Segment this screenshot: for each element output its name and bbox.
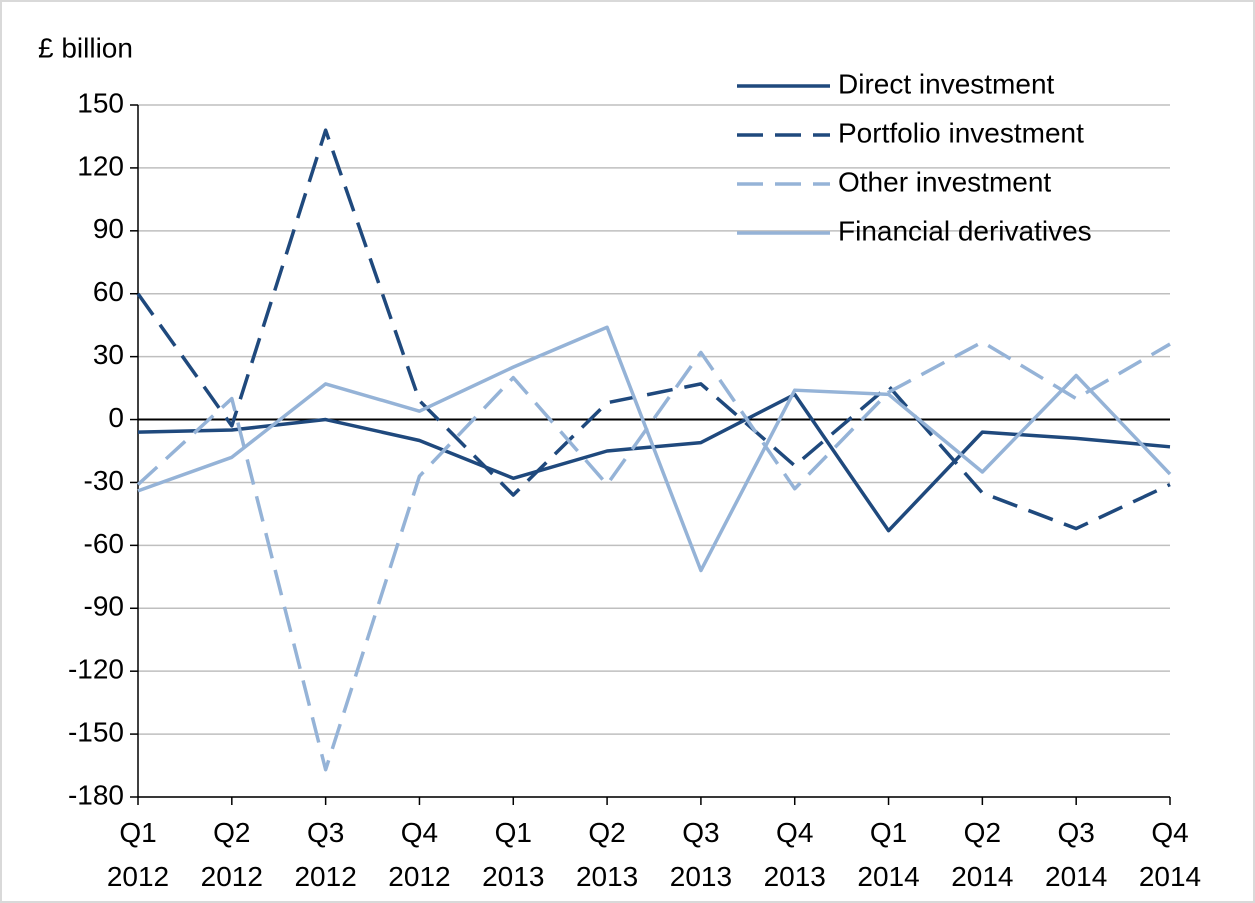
y-tick-label: -120 [68,654,124,685]
x-tick-label-line: Q4 [776,817,813,848]
x-tick-label-line: Q3 [682,817,719,848]
y-tick-label: 30 [93,339,124,370]
x-tick-label-line: 2013 [482,861,544,892]
x-tick-label-line: Q1 [495,817,532,848]
y-tick-label: 90 [93,213,124,244]
x-tick-label: Q3 2014 [1045,817,1107,892]
series-line [136,128,1171,531]
x-tick-label-line: Q3 [307,817,344,848]
x-tick-label-line: Q3 [1058,817,1095,848]
x-tick-label: Q4 2013 [764,817,826,892]
x-tick-label-line: 2012 [294,861,356,892]
series-line [137,325,1172,573]
x-tick-label-line: 2013 [670,861,732,892]
y-tick-label: -30 [84,465,124,496]
x-tick-label-line: Q2 [964,817,1001,848]
x-tick-label: Q4 2014 [1139,817,1201,892]
x-tick-label-line: Q1 [119,817,156,848]
x-tick-label-line: Q4 [401,817,438,848]
x-tick-label: Q4 2012 [388,817,450,892]
x-tick-label-line: Q4 [1151,817,1188,848]
y-tick-label: 120 [77,150,124,181]
x-tick-label: Q1 2012 [107,817,169,892]
x-tick-label-line: 2013 [576,861,638,892]
x-tick-label-line: Q2 [588,817,625,848]
x-tick-label: Q1 2014 [857,817,919,892]
y-tick-label: 150 [77,87,124,118]
x-tick-label: Q1 2013 [482,817,544,892]
x-tick-label-line: 2012 [201,861,263,892]
x-tick-label: Q2 2012 [201,817,263,892]
x-tick-label-line: 2014 [1139,861,1201,892]
legend-label: Portfolio investment [838,117,1084,148]
x-tick-label-line: Q1 [870,817,907,848]
legend-label: Financial derivatives [838,215,1092,246]
series-line [136,340,1171,772]
x-tick-label-line: 2014 [857,861,919,892]
x-tick-label-line: 2013 [764,861,826,892]
x-tick-label-line: Q2 [213,817,250,848]
y-tick-label: -90 [84,591,124,622]
x-tick-label-line: 2014 [951,861,1013,892]
x-tick-label-line: 2014 [1045,861,1107,892]
x-tick-label-line: 2012 [107,861,169,892]
x-tick-label: Q3 2012 [294,817,356,892]
y-tick-label: 60 [93,276,124,307]
y-tick-label: -150 [68,716,124,747]
legend-label: Other investment [838,166,1051,197]
x-tick-label: Q2 2014 [951,817,1013,892]
y-tick-label: -180 [68,779,124,810]
x-tick-label: Q2 2013 [576,817,638,892]
x-tick-label-line: 2012 [388,861,450,892]
y-tick-label: 0 [108,402,124,433]
y-tick-label: -60 [84,528,124,559]
x-tick-label: Q3 2013 [670,817,732,892]
legend-label: Direct investment [838,68,1055,99]
y-axis-label: £ billion [38,32,133,63]
